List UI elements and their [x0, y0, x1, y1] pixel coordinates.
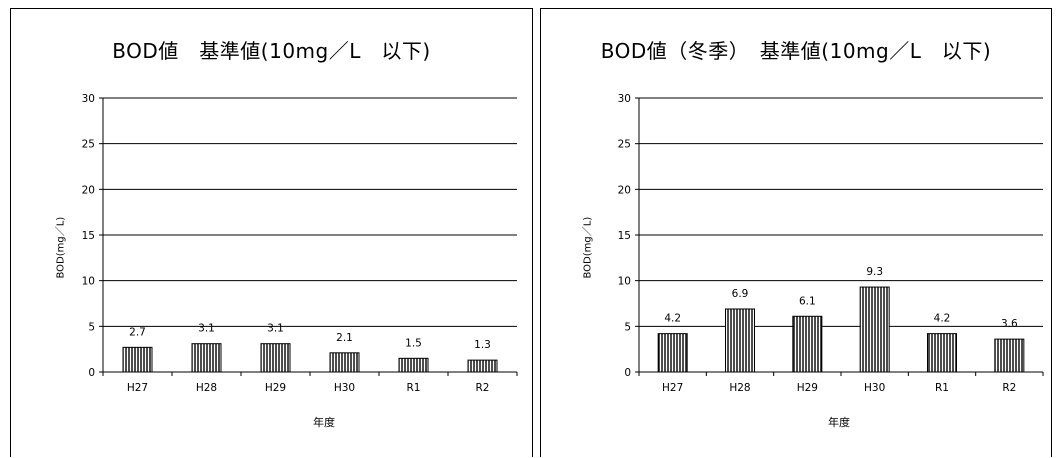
y-tick-label: 15 — [82, 230, 95, 242]
y-tick-label: 30 — [618, 93, 631, 105]
x-tick-label: H29 — [797, 382, 818, 394]
data-label: 9.3 — [866, 266, 883, 278]
y-tick-label: 10 — [82, 276, 95, 288]
y-tick-label: 20 — [618, 184, 631, 196]
x-tick-label: R1 — [407, 382, 421, 394]
y-tick-label: 15 — [618, 230, 631, 242]
chart-panel-left: BOD値 基準値(10mg／L 以下) BOD(mg／L) 年度 0 5 10 15 2… — [10, 8, 533, 457]
y-tick-label: 25 — [82, 139, 95, 151]
chart-title: BOD値（冬季） 基準値(10mg／L 以下) — [600, 39, 992, 63]
x-tick-label: R2 — [1002, 382, 1016, 394]
data-label: 3.6 — [1001, 318, 1018, 330]
y-tick-label: 5 — [624, 321, 631, 333]
x-tick-label: H27 — [127, 382, 148, 394]
data-label: 6.9 — [732, 288, 749, 300]
y-tick-label: 25 — [618, 139, 631, 151]
data-label: 2.7 — [129, 326, 146, 338]
data-label: 1.3 — [474, 339, 491, 351]
chart-title: BOD値 基準値(10mg／L 以下) — [112, 39, 431, 63]
data-label: 2.1 — [336, 332, 353, 344]
data-label: 4.2 — [664, 313, 681, 325]
bar-H30 — [329, 352, 360, 373]
x-tick-label: H30 — [864, 382, 885, 394]
data-label: 1.5 — [405, 337, 422, 349]
bar-H28 — [191, 343, 222, 373]
x-tick-label: H30 — [334, 382, 355, 394]
bar-H27 — [122, 346, 153, 373]
bar-R1 — [398, 357, 429, 373]
x-axis-label: 年度 — [313, 416, 335, 429]
bar-H28 — [725, 308, 755, 373]
data-label: 4.2 — [934, 313, 951, 325]
x-axis-label: 年度 — [828, 416, 850, 429]
x-tick-label: H29 — [265, 382, 286, 394]
bar-chart: 0 5 10 15 20 25 30 2.7 H27 3.1 H28 3.1 H29 2.1 H30 1.5 R… — [82, 93, 518, 394]
y-tick-label: 10 — [618, 276, 631, 288]
y-tick-label: 30 — [82, 93, 95, 105]
bar-H29 — [792, 315, 823, 373]
x-tick-label: H28 — [196, 382, 217, 394]
x-tick-label: R1 — [935, 382, 949, 394]
bar-H27 — [657, 333, 688, 373]
bar-chart: 0 5 10 15 20 25 30 4.2 H27 6.9 H28 6.1 H29 9.3 H30 4.2 R… — [618, 93, 1044, 394]
bar-R1 — [927, 333, 957, 373]
x-tick-label: H27 — [662, 382, 683, 394]
y-tick-label: 0 — [624, 367, 631, 379]
x-tick-label: H28 — [729, 382, 750, 394]
data-label: 3.1 — [198, 323, 215, 335]
bar-R2 — [467, 359, 498, 373]
bar-H29 — [260, 343, 291, 373]
bar-R2 — [994, 338, 1025, 373]
data-label: 3.1 — [267, 323, 284, 335]
x-tick-label: R2 — [476, 382, 490, 394]
y-tick-label: 5 — [88, 321, 95, 333]
data-label: 6.1 — [799, 295, 816, 307]
bar-H30 — [859, 286, 890, 373]
y-tick-label: 20 — [82, 184, 95, 196]
y-tick-label: 0 — [88, 367, 95, 379]
